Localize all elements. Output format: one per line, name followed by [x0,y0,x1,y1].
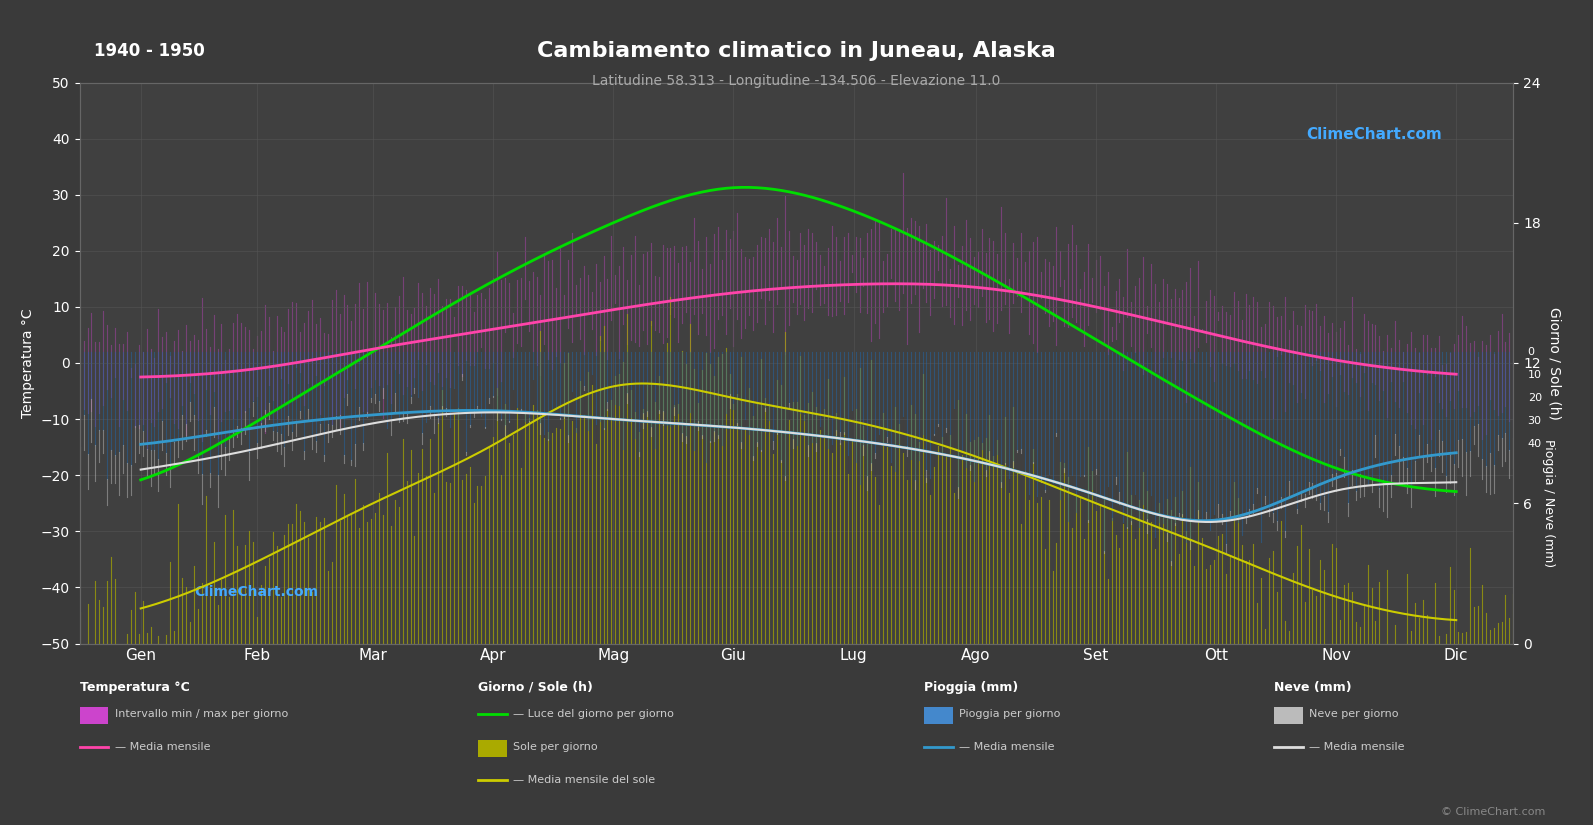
Text: 10: 10 [1528,370,1542,380]
Text: © ClimeChart.com: © ClimeChart.com [1440,807,1545,817]
Text: Sole per giorno: Sole per giorno [513,742,597,752]
Text: Pioggia / Neve (mm): Pioggia / Neve (mm) [1542,439,1555,568]
Text: Giorno / Sole (h): Giorno / Sole (h) [478,681,593,694]
Text: 1940 - 1950: 1940 - 1950 [94,42,205,60]
Text: ClimeChart.com: ClimeChart.com [1306,127,1442,143]
Text: Neve (mm): Neve (mm) [1274,681,1352,694]
Text: Pioggia per giorno: Pioggia per giorno [959,709,1061,719]
Text: 40: 40 [1528,440,1542,450]
Text: Cambiamento climatico in Juneau, Alaska: Cambiamento climatico in Juneau, Alaska [537,41,1056,61]
Text: — Luce del giorno per giorno: — Luce del giorno per giorno [513,709,674,719]
Text: Temperatura °C: Temperatura °C [80,681,190,694]
Text: Neve per giorno: Neve per giorno [1309,709,1399,719]
Text: — Media mensile: — Media mensile [959,742,1055,752]
Text: — Media mensile: — Media mensile [1309,742,1405,752]
Text: — Media mensile del sole: — Media mensile del sole [513,775,655,785]
Text: 0: 0 [1528,346,1534,356]
Y-axis label: Giorno / Sole (h): Giorno / Sole (h) [1548,307,1561,419]
Text: Latitudine 58.313 - Longitudine -134.506 - Elevazione 11.0: Latitudine 58.313 - Longitudine -134.506… [593,74,1000,88]
Text: Pioggia (mm): Pioggia (mm) [924,681,1018,694]
Text: ClimeChart.com: ClimeChart.com [194,585,319,599]
Text: — Media mensile: — Media mensile [115,742,210,752]
Text: 20: 20 [1528,393,1542,403]
Y-axis label: Temperatura °C: Temperatura °C [21,309,35,417]
Text: 30: 30 [1528,416,1542,427]
Text: Intervallo min / max per giorno: Intervallo min / max per giorno [115,709,288,719]
